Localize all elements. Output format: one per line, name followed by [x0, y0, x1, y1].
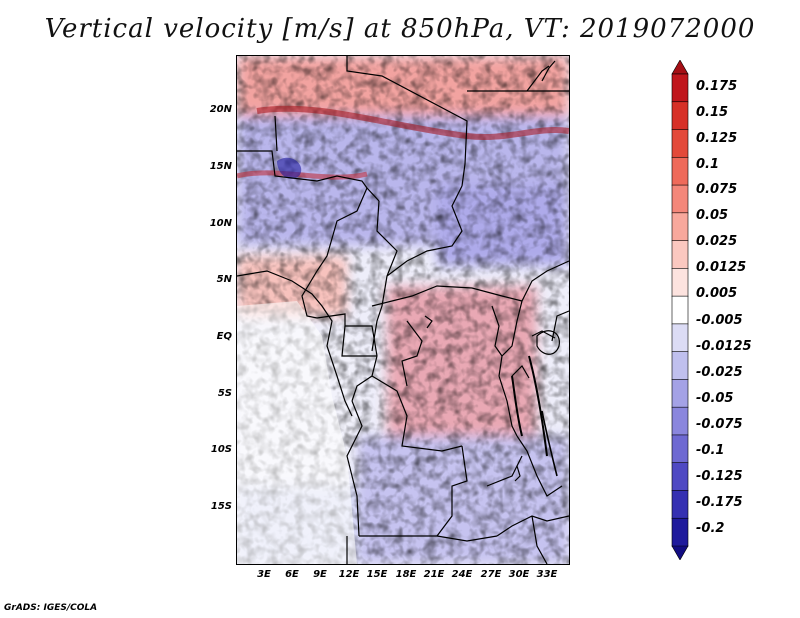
- colorbar-label: -0.025: [696, 365, 743, 380]
- grads-credit: GrADS: IGES/COLA: [4, 603, 98, 613]
- colorbar-segment: [671, 490, 689, 519]
- country-borders: [237, 56, 569, 564]
- x-tick-label: 9E: [313, 569, 327, 580]
- colorbar-label: 0.1: [696, 157, 720, 172]
- colorbar-segment: [671, 462, 689, 492]
- x-tick-label: 21E: [423, 569, 445, 580]
- ocean-wash: [237, 301, 357, 564]
- colorbar-label: -0.2: [696, 521, 725, 536]
- band-north-red: [256, 105, 569, 140]
- x-tick-label: 6E: [285, 569, 299, 580]
- band-north-red-2: [237, 170, 368, 180]
- colorbar-segment: [671, 406, 689, 436]
- x-tick-label: 18E: [395, 569, 417, 580]
- colorbar-segment: [671, 434, 689, 464]
- colorbar-segment: [671, 379, 689, 408]
- colorbar-label: -0.005: [696, 313, 743, 328]
- x-tick-label: 3E: [257, 569, 271, 580]
- colorbar-segment: [671, 240, 689, 269]
- y-tick-label: 15S: [210, 501, 232, 512]
- y-tick-label: 15N: [209, 161, 232, 172]
- colorbar-label: -0.075: [696, 417, 743, 432]
- colorbar-label: 0.005: [696, 286, 738, 301]
- y-tick-label: EQ: [216, 331, 232, 342]
- colorbar-segment: [671, 101, 689, 131]
- y-tick-label: 5N: [216, 274, 232, 285]
- colorbar-label: 0.075: [696, 182, 738, 197]
- colorbar-label: 0.175: [696, 79, 738, 94]
- colorbar-label: -0.175: [696, 495, 743, 510]
- colorbar-label: 0.0125: [696, 260, 747, 275]
- colorbar-label: -0.0125: [696, 339, 752, 354]
- colorbar-segment: [671, 212, 689, 242]
- colorbar-label: 0.125: [696, 131, 738, 146]
- colorbar-segment: [671, 60, 689, 75]
- x-tick-label: 33E: [536, 569, 558, 580]
- y-tick-label: 20N: [209, 104, 232, 115]
- colorbar-segment: [671, 545, 689, 560]
- colorbar-segment: [671, 323, 689, 353]
- colorbar-segment: [671, 351, 689, 381]
- colorbar-segment: [671, 268, 689, 297]
- map-panel: [236, 55, 570, 565]
- colorbar-segment: [671, 295, 689, 325]
- x-tick-label: 27E: [480, 569, 502, 580]
- band-blue-patch: [277, 157, 302, 179]
- map-svg: [237, 56, 569, 564]
- colorbar-segment: [671, 129, 689, 158]
- colorbar-label: 0.05: [696, 208, 729, 223]
- colorbar-label: -0.1: [696, 443, 725, 458]
- x-tick-label: 24E: [451, 569, 473, 580]
- x-tick-label: 15E: [366, 569, 388, 580]
- y-tick-label: 10N: [209, 218, 232, 229]
- colorbar-segment: [671, 184, 689, 214]
- y-tick-label: 10S: [210, 444, 232, 455]
- colorbar-segment: [671, 156, 689, 186]
- colorbar-label: 0.15: [696, 105, 729, 120]
- colorbar: [671, 60, 689, 560]
- lakes: [424, 315, 560, 482]
- colorbar-label: 0.025: [696, 234, 738, 249]
- colorbar-label: -0.05: [696, 391, 734, 406]
- x-tick-label: 30E: [508, 569, 530, 580]
- colorbar-segment: [671, 517, 689, 547]
- map-title: Vertical velocity [m/s] at 850hPa, VT: 2…: [44, 14, 756, 44]
- colorbar-segment: [671, 73, 689, 103]
- y-tick-label: 5S: [217, 388, 232, 399]
- colorbar-label: -0.125: [696, 469, 743, 484]
- x-tick-label: 12E: [338, 569, 360, 580]
